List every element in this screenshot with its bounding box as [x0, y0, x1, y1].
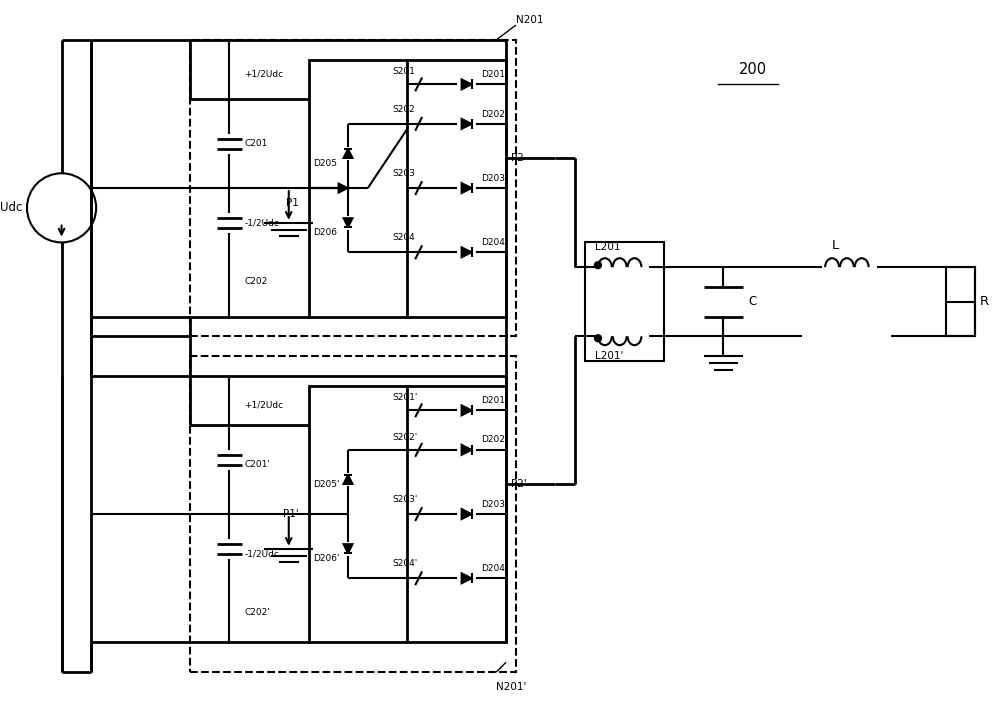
Polygon shape: [462, 119, 472, 129]
Text: D206': D206': [313, 554, 340, 563]
Text: C202: C202: [244, 277, 268, 286]
Bar: [190, 356, 516, 672]
Text: D201: D201: [481, 70, 505, 79]
Polygon shape: [462, 183, 472, 193]
Text: +1/2Udc: +1/2Udc: [244, 401, 283, 410]
Bar: [585, 243, 664, 361]
Text: P2': P2': [511, 480, 527, 490]
Text: C: C: [748, 295, 756, 308]
Bar: [946, 267, 975, 337]
Text: D202': D202': [481, 435, 508, 445]
Polygon shape: [462, 405, 472, 415]
Polygon shape: [462, 247, 472, 257]
Text: P1: P1: [286, 198, 299, 208]
Text: S204': S204': [392, 559, 418, 568]
Polygon shape: [462, 509, 472, 519]
Text: S203: S203: [392, 169, 415, 178]
Text: C201': C201': [244, 460, 270, 469]
Polygon shape: [462, 574, 472, 584]
Bar: [309, 386, 506, 642]
Text: N201': N201': [496, 682, 527, 692]
Text: +1/2Udc: +1/2Udc: [244, 70, 283, 79]
Text: C201: C201: [244, 139, 268, 148]
Bar: [309, 59, 506, 316]
Text: P1': P1': [283, 509, 299, 519]
Polygon shape: [344, 544, 352, 553]
Circle shape: [594, 261, 601, 268]
Polygon shape: [462, 79, 472, 90]
Text: D203: D203: [481, 174, 505, 183]
Text: D204: D204: [481, 238, 505, 247]
Text: D206: D206: [313, 228, 337, 237]
Text: S204: S204: [392, 233, 415, 242]
Polygon shape: [344, 218, 352, 227]
Text: L201': L201': [595, 351, 623, 361]
Text: Udc: Udc: [0, 201, 22, 214]
Polygon shape: [344, 149, 352, 158]
Text: R: R: [980, 295, 989, 308]
Text: -1/2Udc: -1/2Udc: [244, 218, 279, 227]
Text: D202: D202: [481, 110, 505, 119]
Text: S201: S201: [392, 67, 415, 76]
Polygon shape: [344, 475, 352, 484]
Text: -1/2Udc: -1/2Udc: [244, 549, 279, 558]
Text: P2: P2: [511, 153, 524, 163]
Polygon shape: [462, 445, 472, 455]
Text: S202: S202: [392, 105, 415, 114]
Text: D204': D204': [481, 564, 508, 573]
Text: N201: N201: [516, 15, 543, 25]
Text: S202': S202': [392, 432, 418, 442]
Text: D205': D205': [313, 480, 340, 489]
Text: L: L: [832, 239, 839, 252]
Bar: [190, 40, 516, 337]
Text: S201': S201': [392, 393, 418, 402]
Text: S203': S203': [392, 495, 418, 504]
Text: D205: D205: [313, 159, 337, 168]
Text: L201: L201: [595, 242, 620, 252]
Text: 200: 200: [739, 62, 767, 77]
Text: C202': C202': [244, 609, 270, 617]
Circle shape: [594, 335, 601, 342]
Text: D201': D201': [481, 396, 508, 405]
Polygon shape: [339, 183, 348, 193]
Text: D203': D203': [481, 500, 508, 508]
